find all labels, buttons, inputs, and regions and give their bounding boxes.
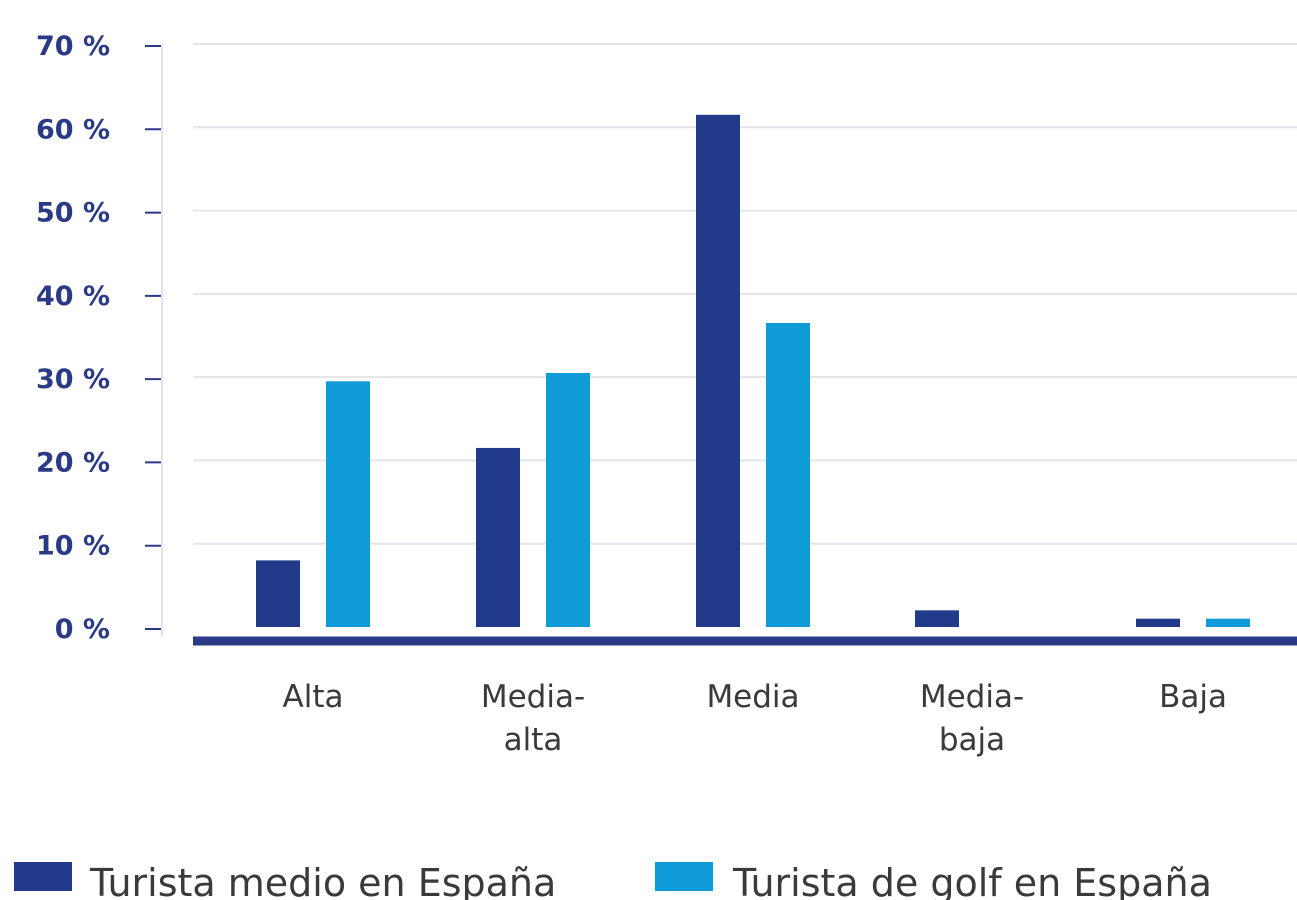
- legend-swatch: [655, 862, 713, 891]
- y-axis-ticks: 0 % 10 % 20 % 30 % 40 % 50 % 60 % 70 %: [36, 31, 162, 645]
- x-axis-labels: Alta Media-alta Media Media-baja Baja: [283, 679, 1227, 758]
- legend: Turista medio en España Turista de golf e…: [14, 861, 1212, 900]
- y-tick-label: 20 %: [36, 447, 110, 478]
- y-tick-label: 50 %: [36, 198, 110, 229]
- x-category-label: Media-baja: [920, 679, 1024, 758]
- y-tick-label: 40 %: [36, 281, 110, 312]
- y-tick-label: 0 %: [55, 614, 110, 645]
- x-category-label: Media-alta: [481, 679, 585, 758]
- x-category-label-line: Baja: [1159, 679, 1227, 715]
- bar-turista-medio: [256, 560, 300, 627]
- bar-turista-golf: [766, 323, 810, 627]
- gridlines: [193, 43, 1297, 545]
- legend-swatch: [14, 862, 72, 891]
- y-tick-label: 30 %: [36, 364, 110, 395]
- bar-turista-medio: [915, 610, 959, 627]
- bar-turista-medio: [476, 447, 520, 627]
- x-category-label: Baja: [1159, 679, 1227, 715]
- bar-turista-golf: [326, 381, 370, 627]
- y-tick-label: 60 %: [36, 114, 110, 145]
- bar-turista-medio: [1136, 618, 1180, 627]
- x-category-label-line: Media-: [920, 679, 1024, 715]
- y-tick-label: 10 %: [36, 531, 110, 562]
- bar-turista-medio: [696, 114, 740, 628]
- x-category-label: Media: [706, 679, 799, 715]
- bars: [256, 114, 1250, 628]
- x-category-label-line: Media-: [481, 679, 585, 715]
- bar-turista-golf: [1206, 618, 1250, 627]
- legend-label: Turista medio en España: [89, 861, 556, 900]
- x-category-label-line: alta: [504, 722, 563, 758]
- x-category-label: Alta: [283, 679, 344, 715]
- bar-turista-golf: [546, 372, 590, 627]
- x-category-label-line: Media: [706, 679, 799, 715]
- y-tick-label: 70 %: [36, 31, 110, 62]
- legend-label: Turista de golf en España: [732, 861, 1212, 900]
- x-category-label-line: baja: [939, 722, 1005, 758]
- x-category-label-line: Alta: [283, 679, 344, 715]
